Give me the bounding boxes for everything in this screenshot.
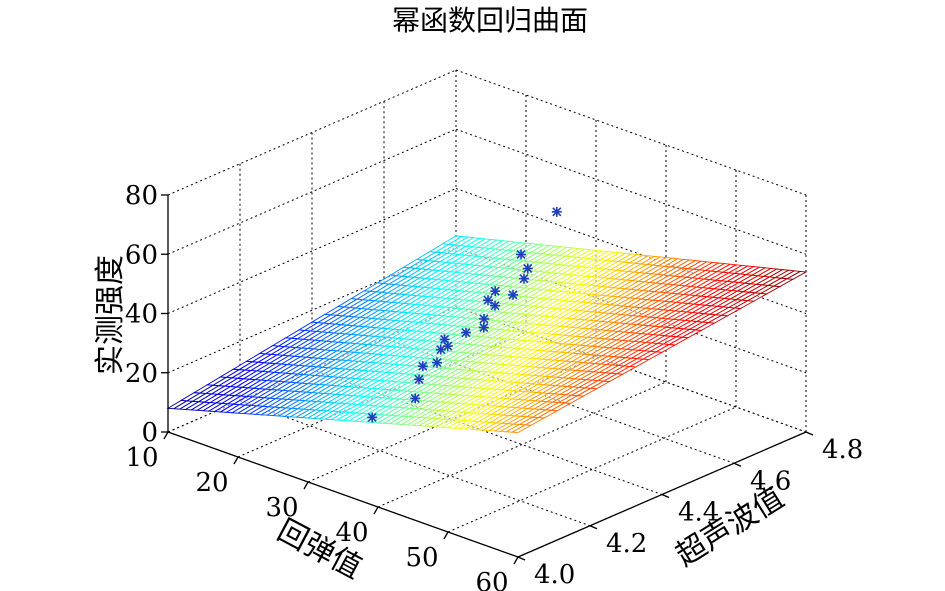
chart-title: 幂函数回归曲面: [392, 4, 588, 37]
surface-cell: [785, 270, 808, 280]
y-tick-label: 4.4: [678, 498, 719, 528]
x-tick-mark: [303, 481, 309, 490]
data-point: [519, 273, 529, 284]
x-tick-label: 30: [265, 493, 298, 523]
x-tick-mark: [513, 556, 519, 565]
y-tick-label: 4.8: [822, 435, 863, 465]
y-tick-mark: [517, 556, 526, 561]
grid-line-sidewall-z: [167, 188, 457, 314]
measured-points: [367, 206, 562, 423]
x-tick-mark: [373, 506, 379, 515]
data-point: [478, 322, 489, 333]
data-point: [410, 393, 421, 404]
point-stroke: [440, 334, 450, 344]
grid-line-floor-x: [377, 381, 667, 508]
x-tick-mark: [163, 431, 169, 440]
point-stroke: [508, 290, 518, 300]
grid-line-sidewall-z: [167, 128, 457, 255]
y-tick-mark: [589, 525, 598, 530]
data-point: [490, 300, 500, 311]
point-stroke: [483, 295, 493, 305]
z-tick-label: 80: [125, 181, 158, 211]
point-stroke: [490, 286, 500, 296]
point-stroke: [552, 207, 562, 217]
data-point: [367, 412, 378, 423]
y-tick-label: 4.2: [606, 529, 647, 559]
y-tick-label: 4.0: [534, 560, 575, 590]
grid-line-floor-x: [447, 406, 737, 533]
y-tick-mark: [661, 493, 670, 499]
grid-line-sidewall-z: [167, 69, 457, 196]
x-tick-label: 40: [335, 518, 368, 548]
z-tick-label: 40: [125, 300, 158, 330]
point-stroke: [523, 263, 533, 274]
x-tick-label: 50: [405, 543, 438, 573]
point-stroke: [367, 412, 377, 422]
point-stroke: [410, 393, 420, 403]
point-stroke: [479, 314, 489, 324]
y-tick-mark: [733, 462, 742, 467]
data-point: [516, 249, 526, 260]
x-tick-mark: [233, 456, 239, 465]
y-tick-label: 4.6: [750, 466, 791, 496]
point-stroke: [516, 249, 526, 260]
data-point: [522, 263, 533, 274]
grid-line-floor-y: [239, 400, 591, 527]
x-tick-label: 20: [195, 468, 228, 498]
y-tick-mark: [805, 431, 814, 436]
data-point: [490, 286, 501, 297]
z-tick-label: 20: [125, 359, 158, 389]
data-point: [417, 361, 428, 372]
point-stroke: [443, 341, 453, 351]
z-tick-label: 60: [125, 240, 158, 270]
data-point: [432, 357, 442, 368]
data-point: [479, 313, 489, 324]
z-tick-label: 0: [141, 418, 158, 448]
grid-line-backwall-z: [455, 188, 807, 314]
data-point: [414, 374, 424, 385]
point-stroke: [418, 361, 428, 371]
point-stroke: [432, 358, 442, 368]
x-tick-label: 60: [475, 568, 508, 591]
grid-line-backwall-z: [455, 128, 807, 255]
data-point: [483, 295, 493, 306]
data-point: [508, 289, 518, 300]
data-point: [442, 341, 453, 352]
z-axis-label: 实测强度: [93, 255, 128, 375]
point-stroke: [490, 301, 500, 311]
grid-line-backwall-z: [455, 69, 807, 196]
point-stroke: [479, 322, 489, 333]
x-tick-label: 10: [125, 443, 158, 473]
data-point: [551, 206, 562, 217]
tick-labels: 10 20 30 40 50 60 4.0 4.2 4.4 4.6 4.8 0 20 40 60 80: [125, 181, 863, 591]
regression-surface: [166, 235, 808, 434]
point-stroke: [414, 374, 424, 384]
data-point: [461, 327, 471, 338]
point-stroke: [519, 274, 529, 284]
point-stroke: [461, 328, 471, 338]
x-tick-mark: [443, 531, 449, 540]
x-axis-line: [167, 431, 519, 558]
axes-box: [161, 194, 814, 565]
